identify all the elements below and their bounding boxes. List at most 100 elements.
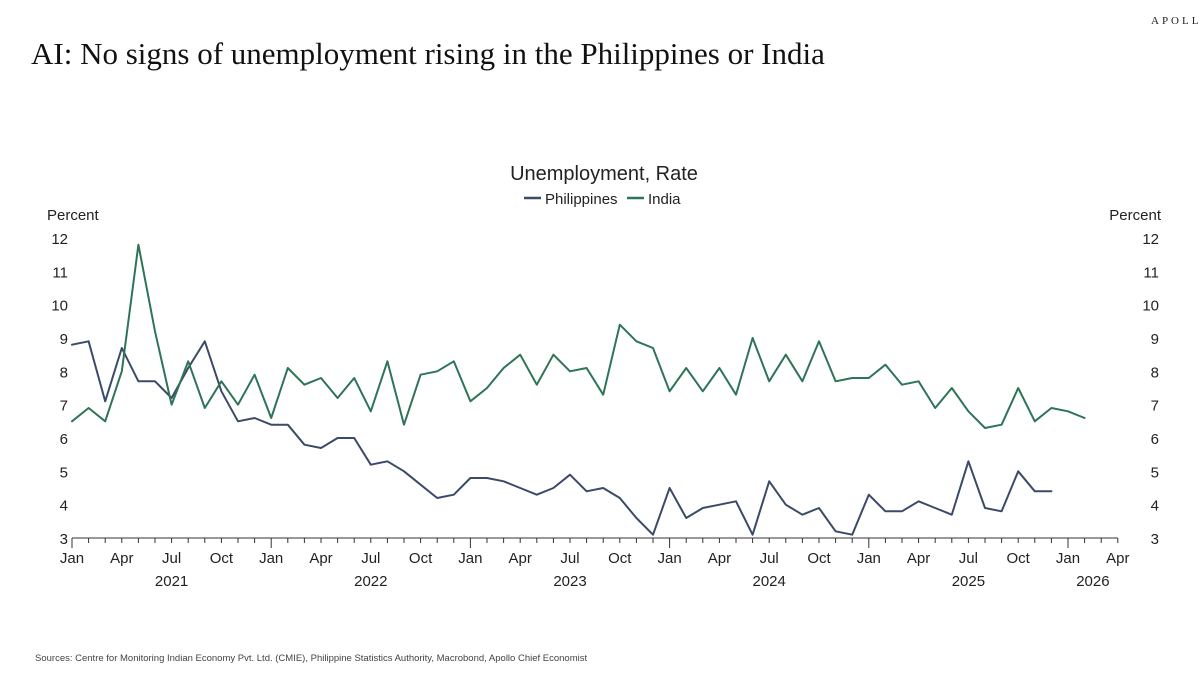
x-tick-month: Jul <box>959 550 978 567</box>
data-point-india <box>901 384 903 386</box>
data-point-india <box>602 394 604 396</box>
data-point-india <box>1034 420 1036 422</box>
data-point-philippines <box>287 424 289 426</box>
y-tick-right: 6 <box>1151 431 1159 448</box>
x-tick-year: 2024 <box>753 573 786 590</box>
data-point-india <box>469 400 471 402</box>
data-point-philippines <box>585 490 587 492</box>
data-point-philippines <box>154 380 156 382</box>
x-tick-month: Jan <box>658 550 682 567</box>
data-point-philippines <box>1017 470 1019 472</box>
data-point-india <box>486 387 488 389</box>
data-point-india <box>652 347 654 349</box>
data-point-india <box>1017 387 1019 389</box>
data-point-philippines <box>469 477 471 479</box>
data-point-philippines <box>751 534 753 536</box>
x-tick-year: 2023 <box>553 573 586 590</box>
x-tick-month: Jul <box>361 550 380 567</box>
x-tick-month: Jul <box>560 550 579 567</box>
data-point-india <box>785 354 787 356</box>
data-point-india <box>619 324 621 326</box>
x-tick-month: Jan <box>458 550 482 567</box>
data-point-india <box>87 407 89 409</box>
data-point-philippines <box>71 344 73 346</box>
data-point-india <box>801 380 803 382</box>
data-point-philippines <box>818 507 820 509</box>
y-tick-right: 7 <box>1151 398 1159 415</box>
data-point-india <box>751 337 753 339</box>
data-point-india <box>1067 410 1069 412</box>
chart-title: Unemployment, Rate <box>510 163 698 185</box>
data-point-india <box>702 390 704 392</box>
data-point-india <box>370 410 372 412</box>
data-point-india <box>320 377 322 379</box>
data-point-india <box>137 244 139 246</box>
data-point-philippines <box>884 510 886 512</box>
data-point-philippines <box>419 484 421 486</box>
data-point-philippines <box>204 340 206 342</box>
data-point-philippines <box>220 390 222 392</box>
data-point-philippines <box>984 507 986 509</box>
y-tick-left: 10 <box>51 298 68 315</box>
data-point-philippines <box>486 477 488 479</box>
y-axis-label-right: Percent <box>1109 207 1162 224</box>
data-point-philippines <box>801 514 803 516</box>
data-point-india <box>1000 424 1002 426</box>
x-tick-year: 2021 <box>155 573 188 590</box>
data-point-philippines <box>1050 490 1052 492</box>
data-point-philippines <box>652 534 654 536</box>
data-point-india <box>718 367 720 369</box>
data-point-india <box>635 340 637 342</box>
y-tick-left: 5 <box>60 464 68 481</box>
data-point-india <box>834 380 836 382</box>
y-tick-left: 8 <box>60 364 68 381</box>
data-point-philippines <box>386 460 388 462</box>
data-point-india <box>668 390 670 392</box>
data-point-india <box>569 370 571 372</box>
data-point-india <box>204 407 206 409</box>
data-point-philippines <box>121 347 123 349</box>
data-point-india <box>336 397 338 399</box>
data-point-india <box>270 417 272 419</box>
data-point-india <box>353 377 355 379</box>
data-point-india <box>303 384 305 386</box>
data-point-philippines <box>303 444 305 446</box>
data-point-india <box>237 404 239 406</box>
data-point-india <box>519 354 521 356</box>
y-tick-left: 12 <box>51 231 68 248</box>
y-axis-label-left: Percent <box>47 207 100 224</box>
x-tick-month: Apr <box>1106 550 1129 567</box>
data-point-philippines <box>320 447 322 449</box>
data-point-philippines <box>336 437 338 439</box>
data-point-india <box>104 420 106 422</box>
y-tick-left: 4 <box>60 498 68 515</box>
x-tick-year: 2025 <box>952 573 985 590</box>
x-tick-month: Oct <box>210 550 234 567</box>
legend-india-label: India <box>648 191 681 208</box>
data-point-philippines <box>187 367 189 369</box>
x-tick-month: Apr <box>708 550 731 567</box>
data-point-philippines <box>718 504 720 506</box>
x-tick-month: Oct <box>1007 550 1031 567</box>
data-point-philippines <box>967 460 969 462</box>
y-tick-right: 5 <box>1151 464 1159 481</box>
data-point-india <box>502 367 504 369</box>
data-point-india <box>386 360 388 362</box>
data-point-india <box>436 370 438 372</box>
y-tick-right: 10 <box>1142 298 1159 315</box>
data-point-philippines <box>270 424 272 426</box>
data-point-india <box>253 374 255 376</box>
x-tick-month: Jan <box>259 550 283 567</box>
data-point-india <box>685 367 687 369</box>
x-tick-month: Jul <box>760 550 779 567</box>
data-point-philippines <box>569 474 571 476</box>
y-tick-right: 12 <box>1142 231 1159 248</box>
data-point-india <box>951 387 953 389</box>
data-point-philippines <box>552 487 554 489</box>
data-point-philippines <box>635 517 637 519</box>
x-tick-year: 2022 <box>354 573 387 590</box>
x-tick-month: Oct <box>608 550 632 567</box>
data-point-india <box>552 354 554 356</box>
y-tick-right: 8 <box>1151 364 1159 381</box>
data-point-india <box>735 394 737 396</box>
